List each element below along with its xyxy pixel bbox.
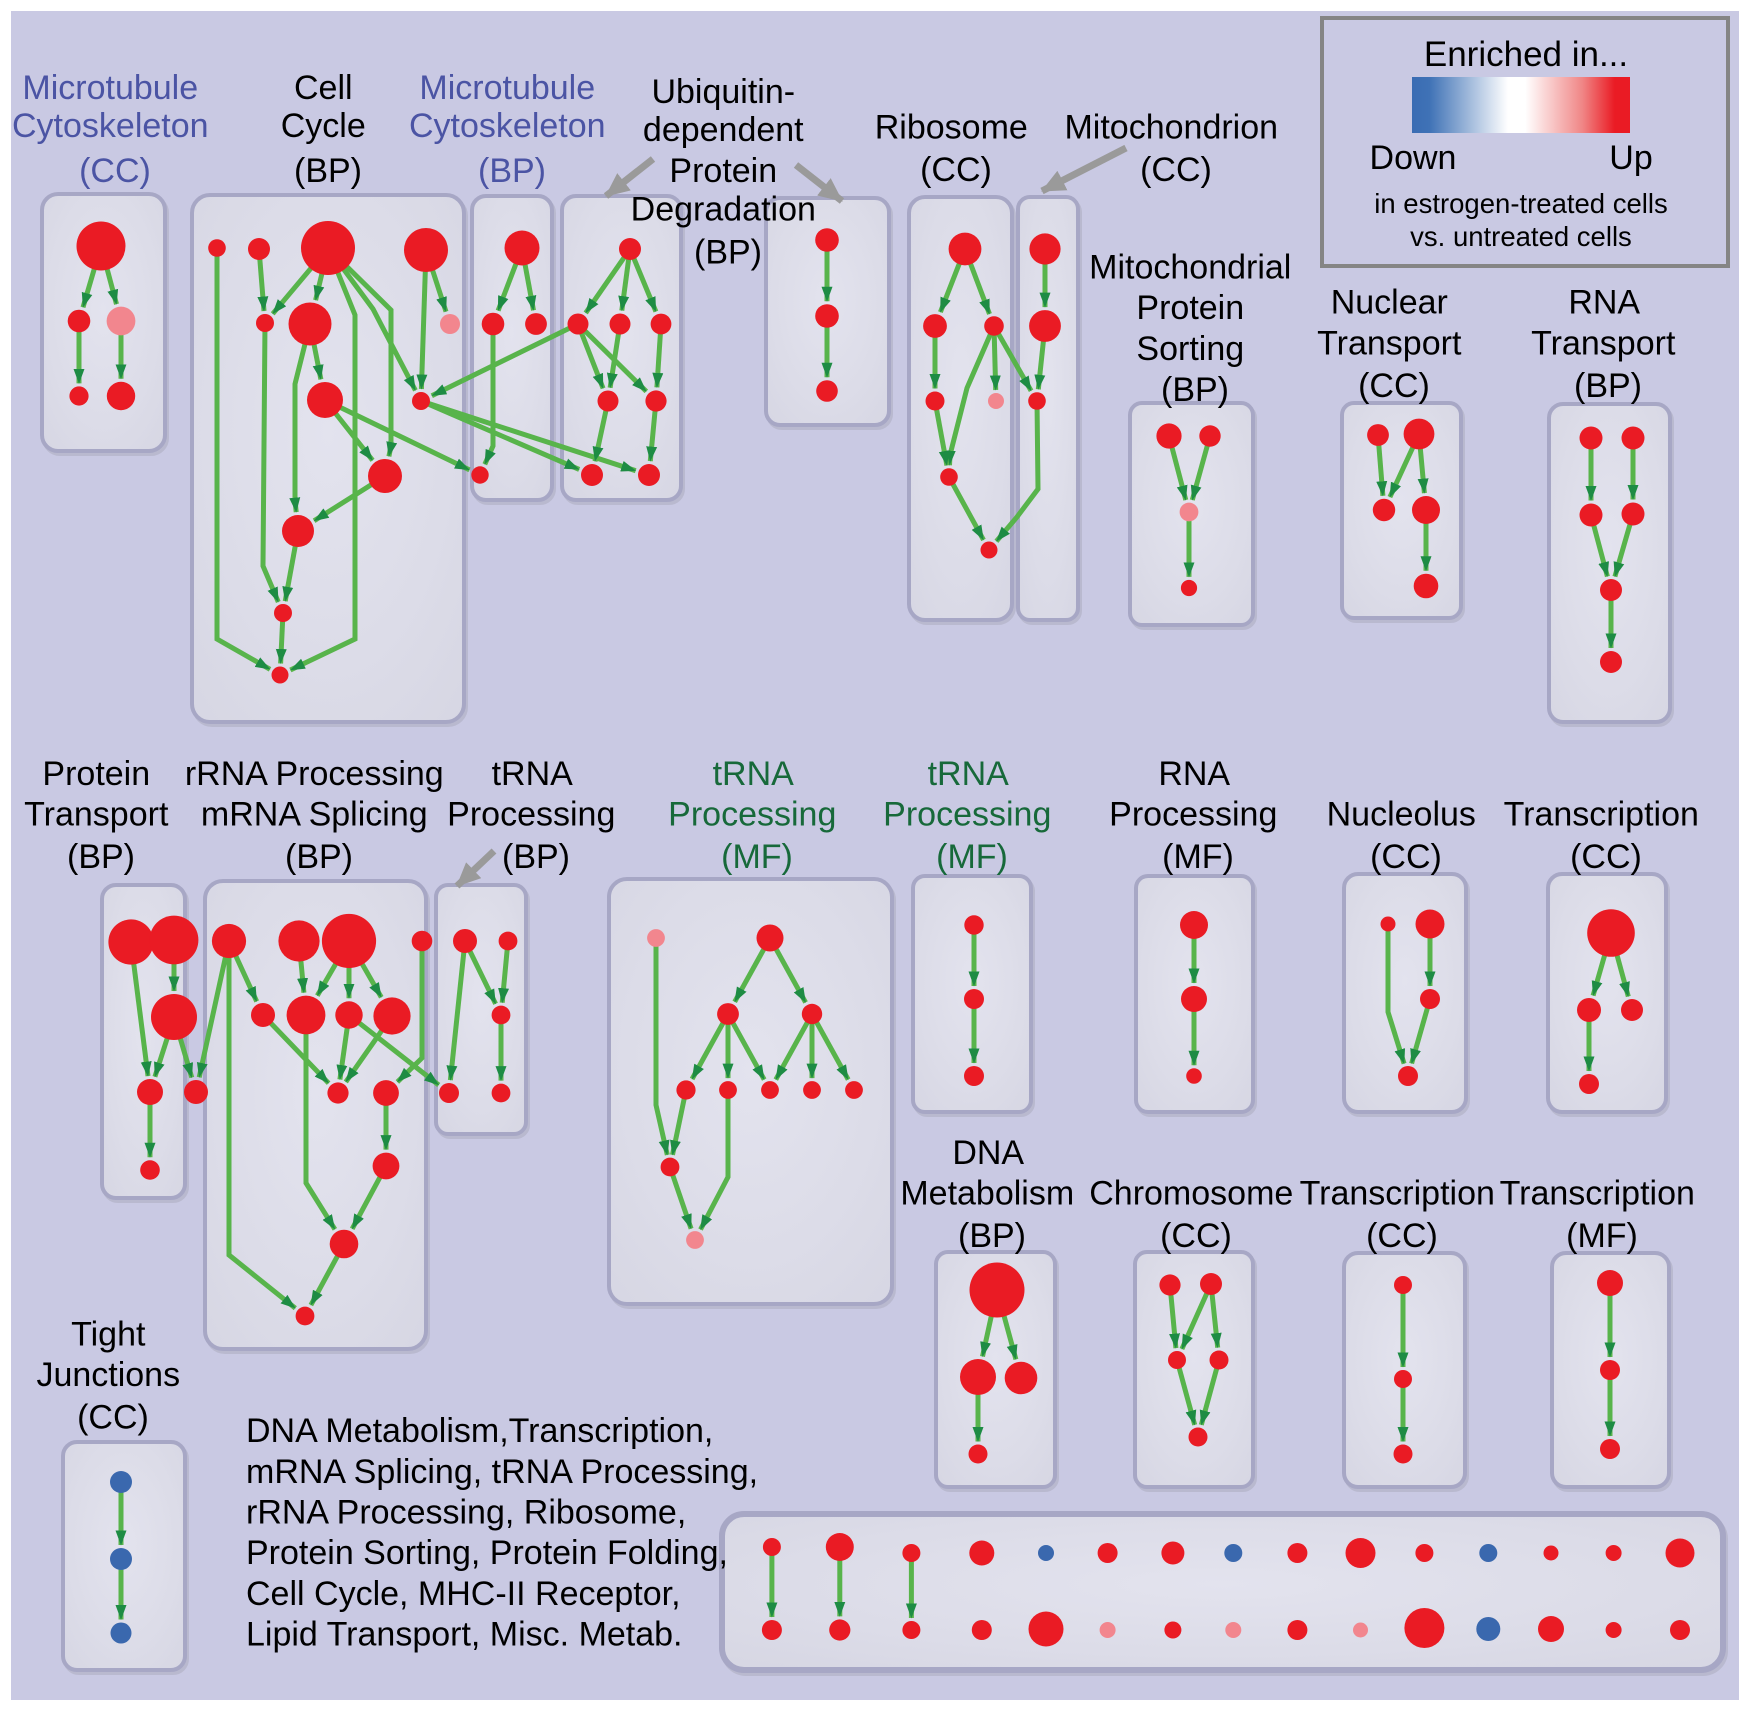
svg-text:Protein Transport (BP): Protein Transport (BP): [24, 755, 178, 876]
svg-text:rRNA Processing mRNA Splicing: rRNA Processing mRNA Splicing (BP): [185, 755, 453, 876]
svg-text:Microtubule Cytoskeleton (BP): Microtubule Cytoskeleton (BP): [409, 69, 615, 190]
svg-text:Ribosome (CC): Ribosome (CC): [875, 109, 1038, 190]
svg-text:DNA Metabolism,Transcription,: DNA Metabolism,Transcription, mRNA Splic…: [246, 1412, 768, 1654]
svg-text:Up: Up: [1609, 139, 1652, 177]
svg-text:Mitochondrial Protein Sorting: Mitochondrial Protein Sorting (BP): [1089, 249, 1301, 410]
svg-text:Transcription (CC): Transcription (CC): [1504, 796, 1709, 877]
svg-text:Transcription (MF): Transcription (MF): [1500, 1175, 1705, 1256]
svg-text:Tight Junctions (CC): Tight Junctions (CC): [36, 1316, 189, 1437]
svg-text:Nuclear Transport (CC): Nuclear Transport (CC): [1317, 284, 1471, 406]
svg-text:Ubiquitin- dependent Protein D: Ubiquitin- dependent Protein Degradation…: [631, 73, 826, 272]
svg-text:Transcription (CC): Transcription (CC): [1300, 1175, 1505, 1256]
svg-text:vs. untreated cells: vs. untreated cells: [1410, 221, 1632, 252]
svg-text:Down: Down: [1370, 139, 1457, 177]
svg-text:RNA Transport (BP): RNA Transport (BP): [1531, 284, 1685, 406]
svg-text:Nucleolus (CC): Nucleolus (CC): [1327, 796, 1486, 877]
svg-text:tRNA Processing (MF): tRNA Processing (MF): [668, 755, 846, 876]
svg-text:Microtubule Cytoskeleton (CC): Microtubule Cytoskeleton (CC): [12, 69, 218, 190]
svg-text:Mitochondrion (CC): Mitochondrion (CC): [1064, 109, 1287, 190]
svg-text:in estrogen-treated cells: in estrogen-treated cells: [1374, 188, 1668, 219]
svg-text:Chromosome (CC): Chromosome (CC): [1089, 1175, 1303, 1256]
svg-text:Enriched in...: Enriched in...: [1424, 35, 1628, 74]
svg-text:Cell Cycle (BP): Cell Cycle (BP): [281, 69, 375, 190]
svg-text:RNA Processing (MF): RNA Processing (MF): [1109, 755, 1287, 876]
svg-text:DNA Metabolism (BP): DNA Metabolism (BP): [900, 1134, 1083, 1255]
svg-text:tRNA Processing (MF): tRNA Processing (MF): [883, 755, 1061, 876]
svg-text:tRNA Processing (BP): tRNA Processing (BP): [447, 755, 625, 876]
